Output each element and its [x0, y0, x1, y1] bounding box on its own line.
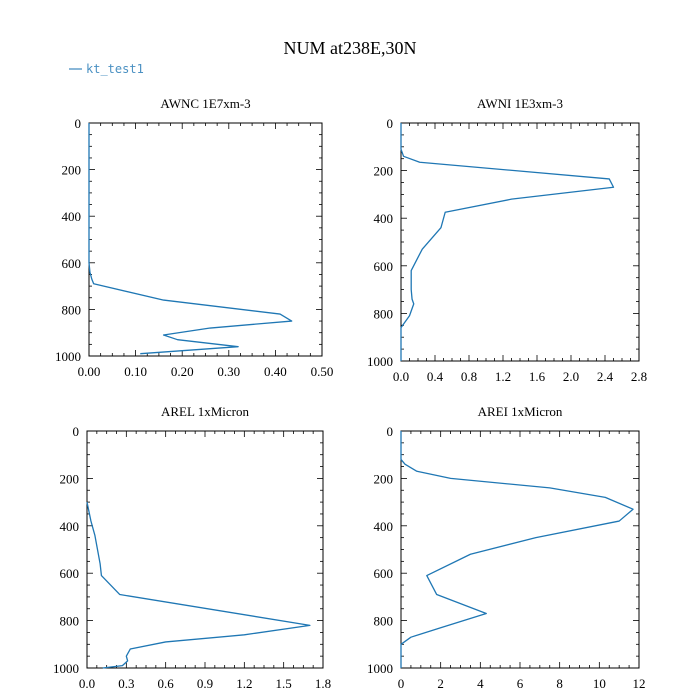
y-tick-label: 1000	[55, 349, 81, 364]
x-tick-label: 2	[437, 676, 444, 691]
x-tick-label: 2.4	[597, 369, 614, 384]
x-tick-label: 0.00	[78, 364, 101, 379]
y-tick-label: 0	[387, 116, 394, 131]
y-tick-label: 200	[62, 163, 82, 178]
x-tick-label: 12	[633, 676, 646, 691]
y-tick-label: 600	[60, 566, 80, 581]
x-tick-label: 2.8	[631, 369, 647, 384]
panel-1: AWNC 1E7xm-3 0.00 0.10 0.20 0.30 0.40 0.50 0 200…	[55, 96, 333, 379]
y-tick-label: 0	[75, 116, 82, 131]
panel-title: AWNC 1E7xm-3	[160, 96, 250, 111]
y-tick-label: 400	[374, 519, 394, 534]
panels: AWNC 1E7xm-30.00 0.10 0.20 0.30 0.40 0.500200…	[53, 96, 647, 691]
y-tick-label: 800	[62, 302, 82, 317]
x-tick-label: 0.4	[427, 369, 444, 384]
y-tick-label: 200	[374, 164, 394, 179]
y-tick-label: 1000	[53, 661, 79, 676]
panel-2: AWNI 1E3xm-3 0.0 0.4 0.8 1.2 1.6 2.0 2.4 2.8 0 200…	[367, 96, 647, 384]
x-tick-label: 2.0	[563, 369, 579, 384]
x-tick-label: 8	[556, 676, 563, 691]
x-tick-label: 1.8	[315, 676, 331, 691]
x-tick-label: 1.6	[529, 369, 546, 384]
y-tick-label: 200	[60, 471, 80, 486]
panel-4: AREI 1xMicron 0 2 4 6 8 10 12 0 200 400 600 800 1000	[367, 404, 646, 691]
y-tick-label: 200	[374, 471, 394, 486]
y-tick-label: 1000	[367, 661, 393, 676]
panel-title: AWNI 1E3xm-3	[477, 96, 563, 111]
figure-title: NUM at238E,30N	[284, 38, 417, 58]
x-tick-label: 4	[477, 676, 484, 691]
y-tick-label: 0	[73, 424, 80, 439]
x-tick-label: 0.6	[158, 676, 175, 691]
panel-3: AREL 1xMicron 0.0 0.3 0.6 0.9 1.2 1.5 1.8 0 200 40…	[53, 404, 331, 691]
x-tick-label: 1.2	[495, 369, 511, 384]
y-tick-label: 800	[374, 614, 394, 629]
x-tick-label: 1.2	[236, 676, 252, 691]
x-tick-label: 0.3	[118, 676, 134, 691]
plot-frame	[400, 122, 640, 362]
y-tick-label: 600	[374, 566, 394, 581]
y-tick-label: 400	[62, 209, 82, 224]
y-tick-label: 1000	[367, 354, 393, 369]
x-tick-label: 0	[398, 676, 405, 691]
x-tick-label: 1.5	[276, 676, 292, 691]
y-tick-label: 400	[60, 519, 80, 534]
x-tick-label: 0.0	[79, 676, 95, 691]
y-tick-label: 800	[60, 614, 80, 629]
x-tick-label: 6	[517, 676, 524, 691]
y-tick-label: 600	[62, 256, 82, 271]
x-tick-label: 10	[593, 676, 606, 691]
x-tick-label: 0.20	[171, 364, 194, 379]
series-line-kt_test1	[400, 431, 634, 668]
series-line-kt_test1	[86, 501, 311, 669]
plot-frame	[400, 430, 640, 669]
series-line-kt_test1	[88, 123, 293, 355]
panel-title: AREI 1xMicron	[478, 404, 563, 419]
x-tick-label: 0.9	[197, 676, 213, 691]
plot-frame	[86, 430, 324, 669]
legend-label: kt_test1	[86, 62, 144, 76]
x-tick-label: 0.8	[461, 369, 477, 384]
y-tick-label: 0	[387, 424, 394, 439]
x-tick-label: 0.0	[393, 369, 409, 384]
series-line-kt_test1	[400, 123, 615, 361]
x-tick-label: 0.30	[217, 364, 240, 379]
y-tick-label: 600	[374, 259, 394, 274]
y-tick-label: 400	[374, 211, 394, 226]
x-tick-label: 0.50	[311, 364, 334, 379]
y-tick-label: 800	[374, 306, 394, 321]
panel-title: AREL 1xMicron	[161, 404, 249, 419]
x-tick-label: 0.40	[264, 364, 287, 379]
x-tick-label: 0.10	[124, 364, 147, 379]
legend: kt_test1	[69, 62, 144, 76]
